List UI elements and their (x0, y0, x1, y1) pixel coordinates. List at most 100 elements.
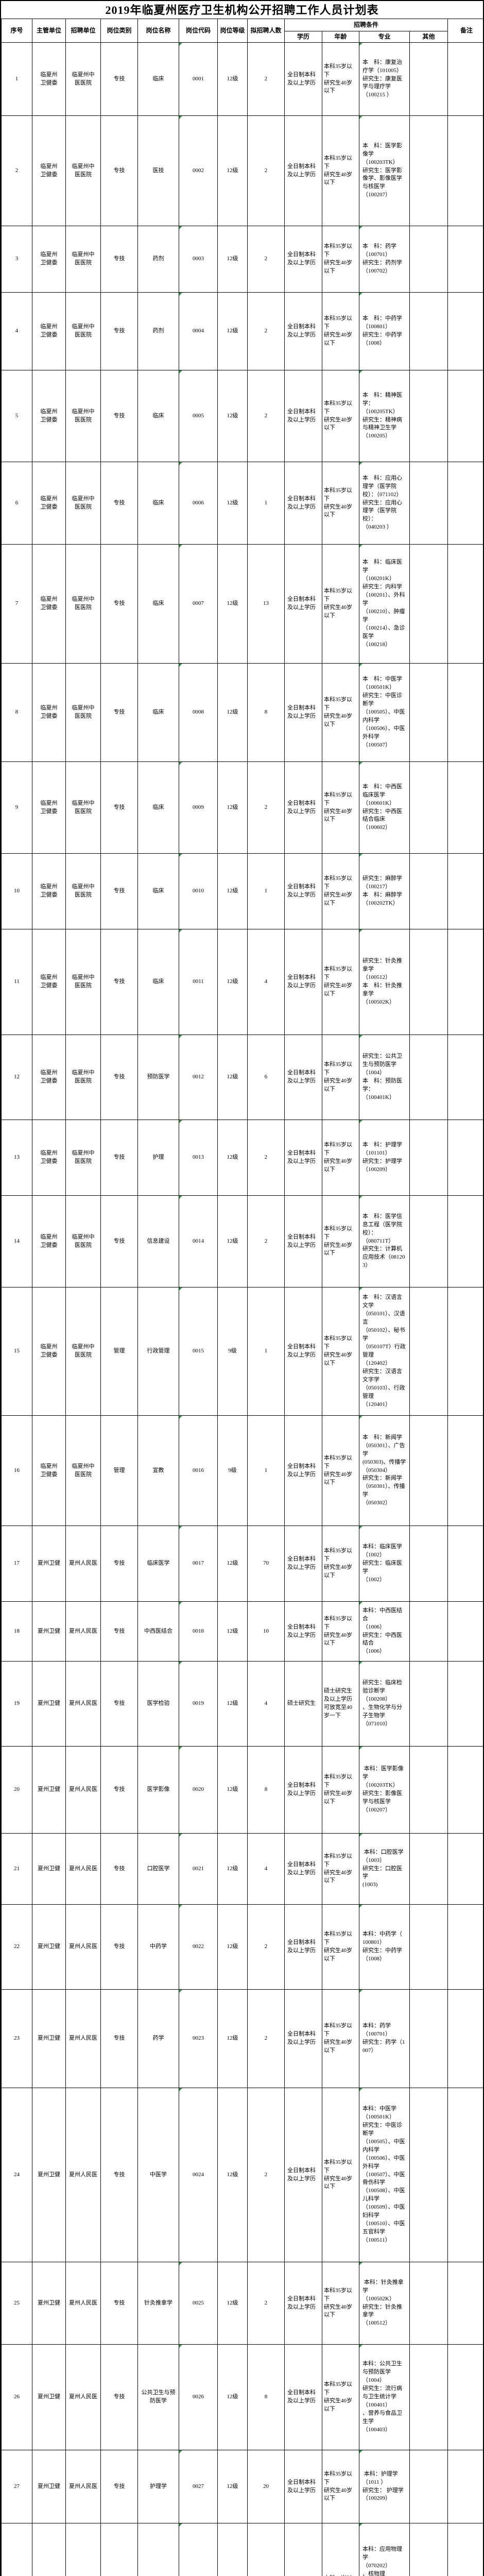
cell-grade: 12级 (217, 853, 248, 929)
cell-count: 2 (247, 292, 285, 370)
table-row: 22 夏州卫健 夏州人民医 专技 中药学 0022 12级 2 全日制本科及以上学历 本科35岁以… (1, 1904, 484, 1990)
cell-count: 2 (247, 115, 285, 226)
cell-age: 本科35岁以下 研究生40岁以下 (322, 292, 359, 370)
cell-category: 专技 (100, 1746, 138, 1834)
cell-seq: 17 (1, 1526, 32, 1602)
cell-unit: 临夏州中医医院 (65, 853, 101, 929)
cell-name: 临床 (137, 663, 179, 762)
cell-age: 本科35岁以下 研究生40岁以下 (322, 1287, 359, 1416)
cell-category: 专技 (100, 1601, 138, 1662)
cell-category: 专技 (100, 1833, 138, 1905)
cell-remark (447, 1287, 484, 1416)
cell-grade: 12级 (217, 1035, 248, 1120)
cell-remark (447, 2450, 484, 2523)
cell-age: 本科35岁以下 研究生40岁以下 (322, 1833, 359, 1905)
cell-supervisor: 临夏州卫健委 (32, 370, 66, 462)
table-row: 15 临夏州卫健委 临夏州中医医院 管理 行政管理 0015 9级 1 全日制本科及以上学历 本科… (1, 1287, 484, 1416)
cell-age: 本科35岁以下 研究生40岁以下 (322, 370, 359, 462)
cell-unit: 临夏州中医医院 (65, 1195, 101, 1287)
col-header-category: 岗位类别 (100, 19, 138, 43)
cell-major: 本 科：新闻学 （050301）、广告学 (050303)、传播学 （05030… (359, 1415, 410, 1526)
cell-unit: 夏州人民医 (65, 1989, 101, 2088)
cell-edu: 全日制本科及以上学历 (284, 2262, 322, 2345)
cell-edu: 全日制本科及以上学历 (284, 2450, 322, 2523)
cell-age: 本科35岁以下 研究生40岁以下 (322, 1746, 359, 1834)
cell-other (409, 292, 448, 370)
cell-supervisor: 临夏州卫健委 (32, 1415, 66, 1526)
col-header-major: 专业 (359, 31, 410, 43)
cell-grade: 12级 (217, 1526, 248, 1602)
cell-other (409, 2262, 448, 2345)
cell-category: 专技 (100, 1195, 138, 1287)
cell-name: 护理 (137, 1120, 179, 1196)
cell-category: 专技 (100, 544, 138, 664)
cell-code: 0010 (179, 853, 218, 929)
cell-code: 0027 (179, 2450, 218, 2523)
cell-edu: 全日制本科及以上学历 (284, 1989, 322, 2088)
cell-name: 医技 (137, 115, 179, 226)
cell-edu: 全日制本科及以上学历 (284, 1120, 322, 1196)
cell-name: 临床 (137, 370, 179, 462)
cell-code: 0001 (179, 42, 218, 116)
cell-major: 研究生：麻醉学 （100217） 本 科：麻醉学 （100202TK） (359, 853, 410, 929)
cell-code: 0003 (179, 226, 218, 293)
cell-seq: 27 (1, 2450, 32, 2523)
table-row: 7 临夏州卫健委 临夏州中医医院 专技 临床 0007 12级 13 全日制本科及以上学历 本科3… (1, 544, 484, 664)
cell-age: 本科35岁以下 研究生40岁以下 (322, 226, 359, 293)
cell-remark (447, 115, 484, 226)
cell-supervisor: 临夏州卫健委 (32, 292, 66, 370)
cell-unit: 临夏州中医医院 (65, 292, 101, 370)
cell-supervisor: 夏州卫健 (32, 1746, 66, 1834)
cell-name: 护理学 (137, 2450, 179, 2523)
cell-grade: 12级 (217, 663, 248, 762)
cell-count: 13 (247, 544, 285, 664)
cell-seq: 1 (1, 42, 32, 116)
cell-remark (447, 226, 484, 293)
cell-category: 管理 (100, 1287, 138, 1416)
cell-count: 2 (247, 2262, 285, 2345)
cell-seq: 26 (1, 2344, 32, 2450)
cell-count: 2 (247, 1195, 285, 1287)
cell-name: 药学 (137, 1989, 179, 2088)
cell-supervisor: 夏州卫健 (32, 1601, 66, 1662)
cell-remark (447, 2088, 484, 2262)
cell-grade: 12级 (217, 761, 248, 854)
cell-major: 研究生：针灸推拿学 （100512） 本 科：针灸推拿学 （100502K） (359, 929, 410, 1035)
cell-category: 专技 (100, 853, 138, 929)
table-header: 序号 主管单位 招聘单位 岗位类别 岗位名称 岗位代码 岗位等级 拟招聘人数 招… (1, 19, 484, 43)
cell-unit: 夏州人民医 (65, 2262, 101, 2345)
cell-grade: 12级 (217, 544, 248, 664)
cell-count: 1 (247, 853, 285, 929)
cell-count: 70 (247, 1526, 285, 1602)
cell-count: 2 (247, 226, 285, 293)
cell-remark (447, 462, 484, 545)
cell-seq: 24 (1, 2088, 32, 2262)
recruitment-table: 序号 主管单位 招聘单位 岗位类别 岗位名称 岗位代码 岗位等级 拟招聘人数 招… (1, 19, 484, 2576)
cell-seq: 15 (1, 1287, 32, 1416)
cell-age: 本科35岁以下 研究生40岁以下 (322, 42, 359, 116)
cell-other (409, 761, 448, 854)
table-row: 17 夏州卫健 夏州人民医 专技 临床医学 0017 12级 70 全日制本科及以上学历 本科35… (1, 1526, 484, 1602)
cell-remark (447, 1601, 484, 1662)
cell-supervisor: 临夏州卫健委 (32, 115, 66, 226)
cell-name: 中西医结合 (137, 1601, 179, 1662)
cell-edu: 全日制本科及以上学历 (284, 370, 322, 462)
cell-supervisor: 夏州卫健 (32, 1526, 66, 1602)
cell-remark (447, 544, 484, 664)
cell-unit: 夏州人民医 (65, 2523, 101, 2576)
cell-age: 本科35岁以下 研究生40岁以下 (322, 1120, 359, 1196)
cell-edu: 全日制本科及以上学历 (284, 544, 322, 664)
cell-major: 本 科：中药学 （100801） 研究生：中药学 （1008） (359, 292, 410, 370)
cell-seq: 6 (1, 462, 32, 545)
cell-other (409, 1904, 448, 1990)
table-row: 25 夏州卫健 夏州人民医 专技 针灸推拿学 0025 12级 2 全日制本科及以上学历 本科35… (1, 2262, 484, 2345)
cell-code: 0008 (179, 663, 218, 762)
cell-code: 0002 (179, 115, 218, 226)
cell-other (409, 1120, 448, 1196)
cell-edu: 全日制本科及以上学历 (284, 1035, 322, 1120)
cell-supervisor: 临夏州卫健委 (32, 1287, 66, 1416)
cell-count: 8 (247, 663, 285, 762)
cell-remark (447, 292, 484, 370)
cell-edu: 全日制本科及以上学历 (284, 1287, 322, 1416)
